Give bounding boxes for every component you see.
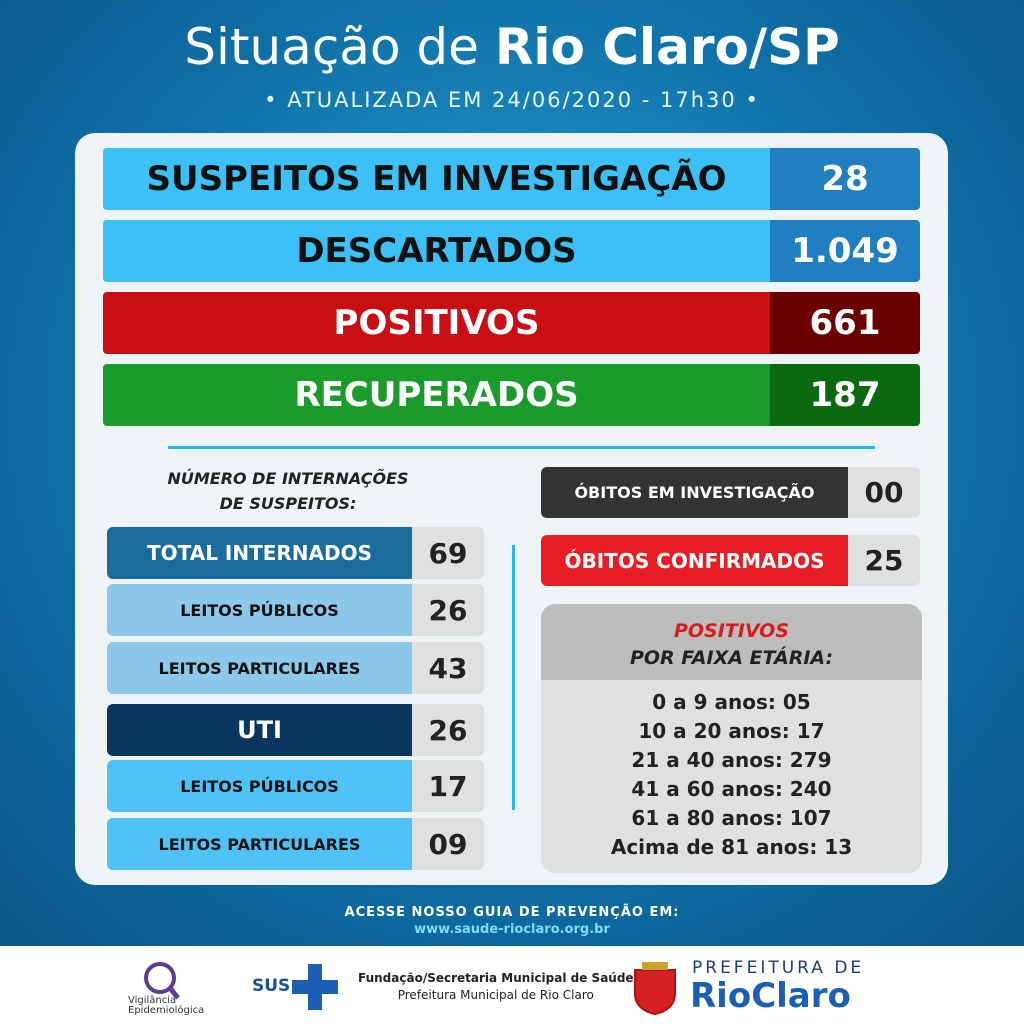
logo-text: Epidemiológica	[128, 1005, 205, 1016]
hospital-label: TOTAL INTERNADOS	[107, 527, 412, 579]
footer-bar: Vigilância Epidemiológica SUS Fundação/Se…	[0, 946, 1024, 1024]
fundacao-text: Fundação/Secretaria Municipal de Saúde Pr…	[358, 970, 634, 1004]
url: www.saude-rioclaro.org.br	[414, 922, 610, 937]
title-regular: Situação de	[184, 18, 479, 76]
heading-line: NÚMERO DE INTERNAÇÕES	[167, 469, 409, 488]
death-value: 25	[848, 535, 920, 586]
age-line: 41 a 60 anos: 240	[631, 777, 832, 801]
hospital-label: LEITOS PÚBLICOS	[107, 584, 412, 636]
sus-text: SUS	[252, 976, 291, 996]
title-bold: Rio Claro/SP	[494, 18, 840, 76]
heading-line: POSITIVOS	[673, 620, 790, 642]
row-label: POSITIVOS	[103, 292, 770, 354]
sus-cross	[292, 964, 338, 1010]
row-label: RECUPERADOS	[103, 364, 770, 426]
row-value: 28	[770, 148, 920, 210]
subtitle: • ATUALIZADA EM 24/06/2020 - 17h30 •	[264, 88, 760, 112]
age-line: 10 a 20 anos: 17	[638, 719, 825, 743]
heading-line: POR FAIXA ETÁRIA:	[629, 647, 834, 669]
vigilancia-icon	[144, 962, 180, 1000]
vigilancia-text: Vigilância Epidemiológica	[128, 996, 204, 1016]
death-label: ÓBITOS EM INVESTIGAÇÃO	[541, 467, 848, 518]
death-label: ÓBITOS CONFIRMADOS	[541, 535, 848, 586]
guide-text: ACESSE NOSSO GUIA DE PREVENÇÃO EM:	[344, 905, 680, 920]
heading-line: DE SUSPEITOS:	[219, 494, 357, 513]
hospital-value: 17	[412, 760, 484, 812]
coat-of-arms	[634, 962, 676, 1016]
row-value: 661	[770, 292, 920, 354]
hospital-value: 09	[412, 818, 484, 870]
row-label: DESCARTADOS	[103, 220, 770, 282]
age-line: 21 a 40 anos: 279	[631, 748, 832, 772]
hospital-value: 69	[412, 527, 484, 579]
hospital-value: 26	[412, 704, 484, 756]
logo-text: RioClaro	[690, 976, 851, 1016]
divider	[168, 446, 875, 449]
logo-text: Prefeitura Municipal de Rio Claro	[397, 988, 594, 1002]
row-label: SUSPEITOS EM INVESTIGAÇÃO	[103, 148, 770, 210]
logo-text: PREFEITURA DE	[692, 958, 865, 978]
age-lines: 0 a 9 anos: 05 10 a 20 anos: 17 21 a 40 an…	[541, 680, 922, 862]
hospital-label: LEITOS PARTICULARES	[107, 642, 412, 694]
age-line: Acima de 81 anos: 13	[610, 835, 853, 859]
divider	[512, 545, 515, 810]
age-box: POSITIVOS POR FAIXA ETÁRIA: 0 a 9 anos: 0…	[541, 604, 922, 873]
logo-text: Vigilância	[128, 995, 177, 1006]
age-line: 61 a 80 anos: 107	[631, 806, 832, 830]
hospital-label: LEITOS PÚBLICOS	[107, 760, 412, 812]
row-value: 1.049	[770, 220, 920, 282]
hospital-heading: NÚMERO DE INTERNAÇÕES DE SUSPEITOS:	[140, 466, 436, 516]
age-heading: POSITIVOS POR FAIXA ETÁRIA:	[541, 604, 922, 680]
hospital-label: UTI	[107, 704, 412, 756]
row-value: 187	[770, 364, 920, 426]
logo-text: Fundação/Secretaria Municipal de Saúde	[358, 971, 634, 985]
hospital-label: LEITOS PARTICULARES	[107, 818, 412, 870]
hospital-value: 43	[412, 642, 484, 694]
title: Situação de Rio Claro/SP	[0, 18, 1024, 76]
death-value: 00	[848, 467, 920, 518]
hospital-value: 26	[412, 584, 484, 636]
age-line: 0 a 9 anos: 05	[652, 690, 811, 714]
